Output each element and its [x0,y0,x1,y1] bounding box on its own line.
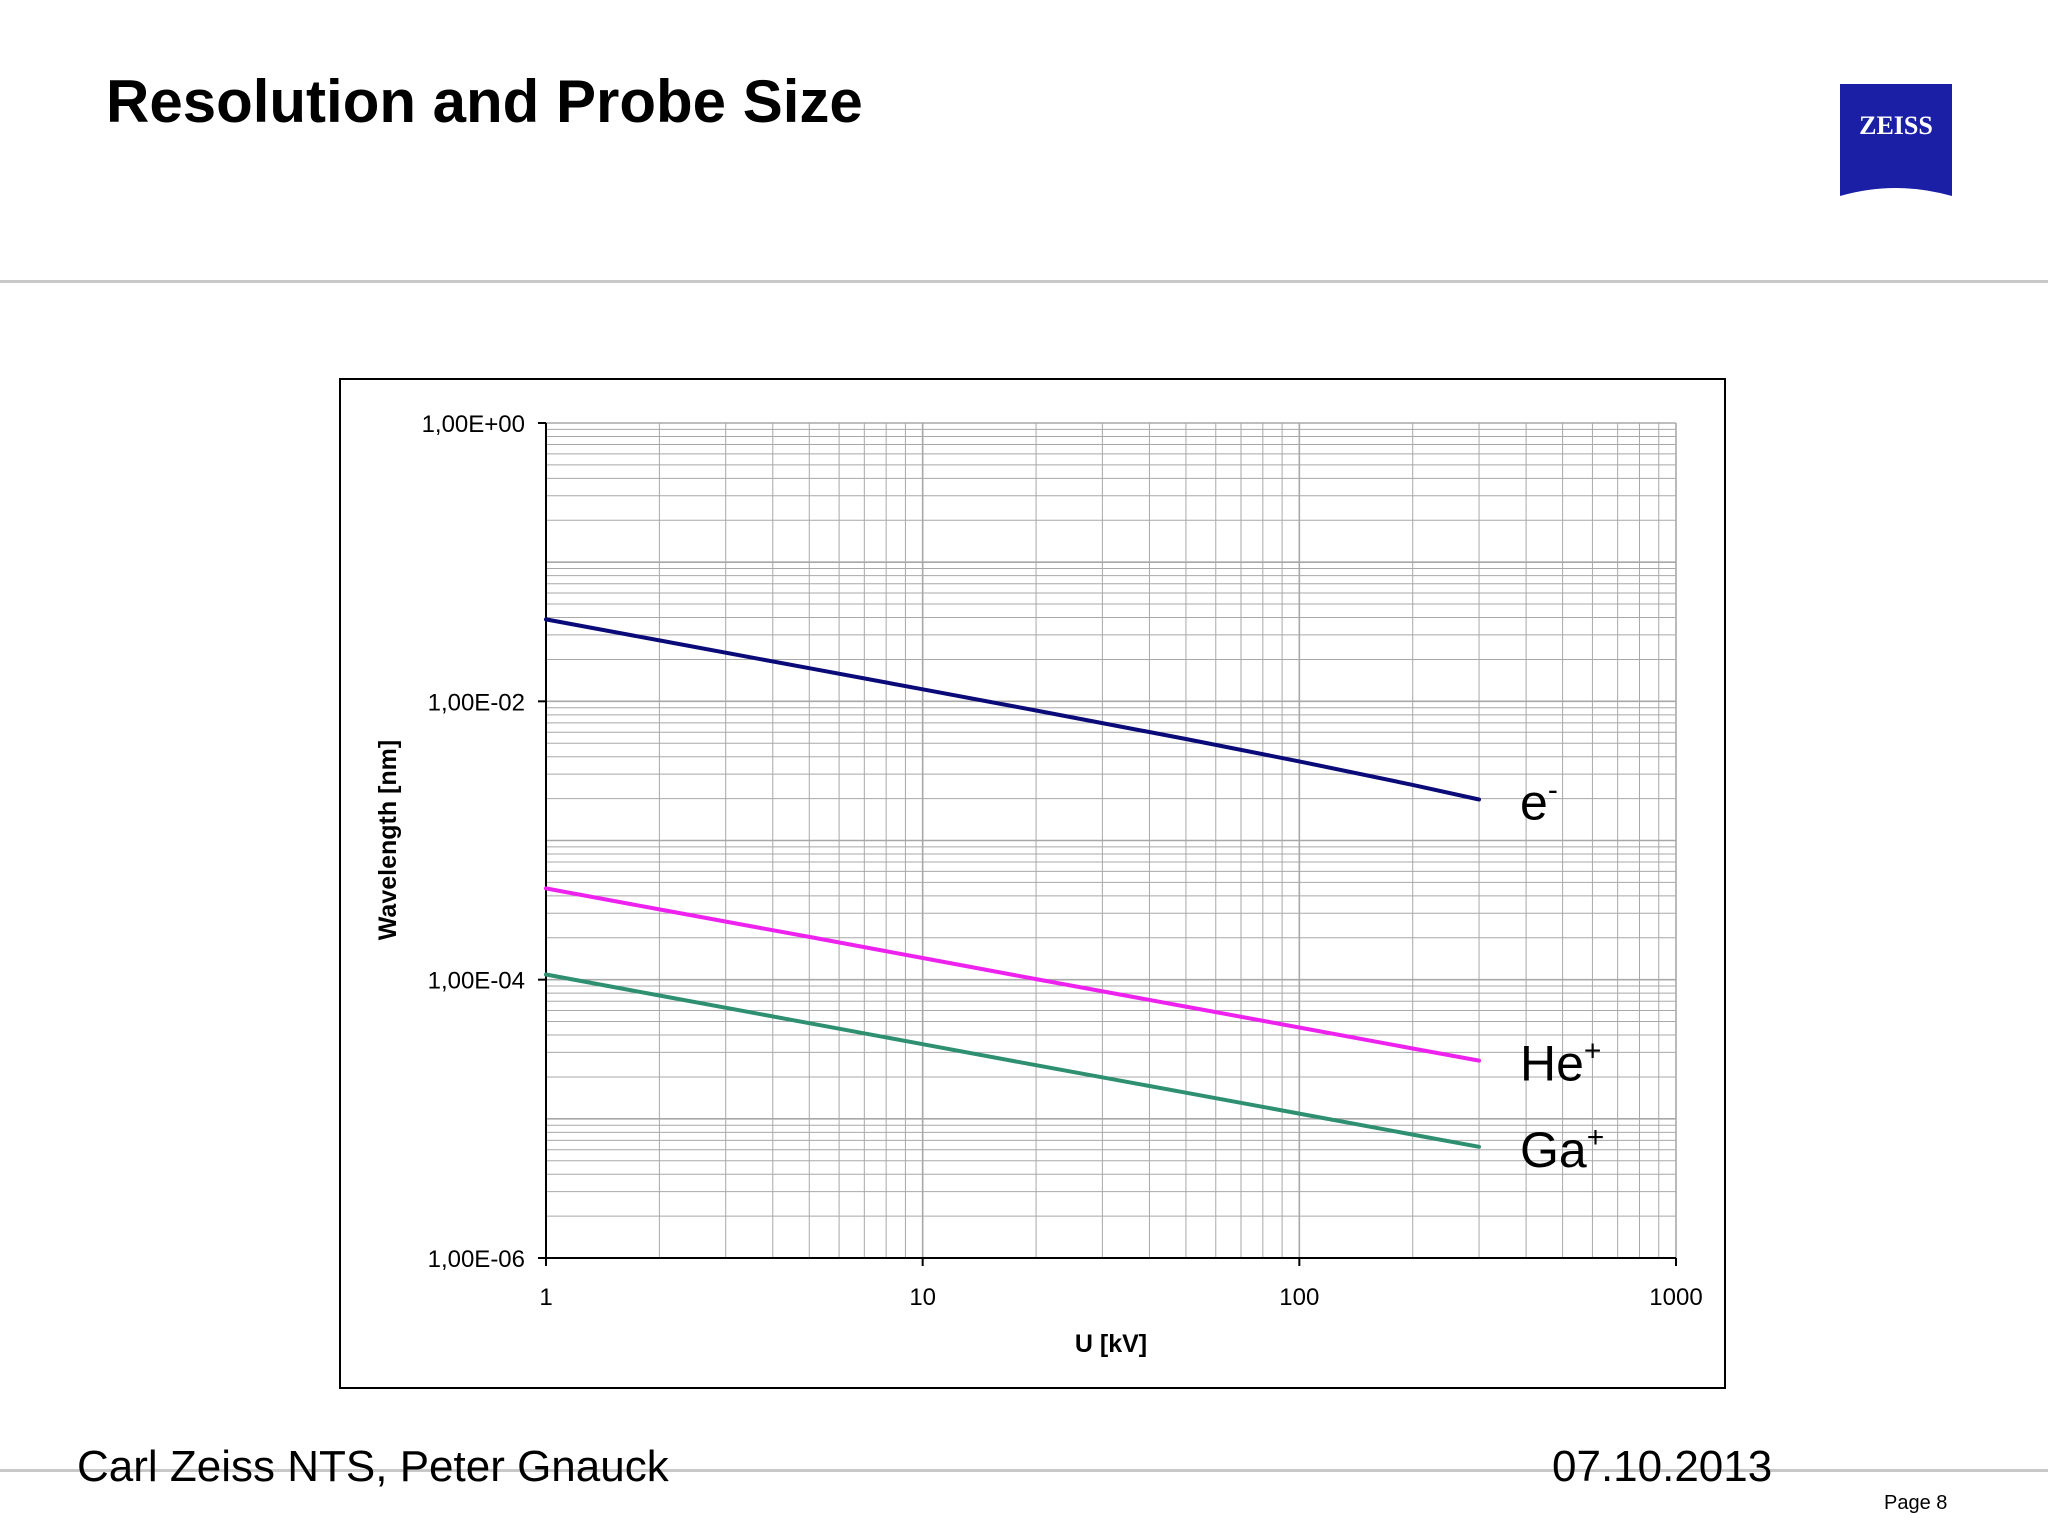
x-tick-label: 1 [539,1284,552,1311]
x-tick-label: 1000 [1649,1284,1702,1311]
series-label-superscript: - [1548,774,1558,807]
y-tick-label: 1,00E-02 [428,689,525,716]
data-series [544,617,1481,1149]
zeiss-logo: ZEISS [1840,84,1952,196]
slide-title: Resolution and Probe Size [106,68,863,135]
page-number: Page 8 [1884,1492,1948,1514]
series-line-ga [544,972,1481,1149]
y-tick-label: 1,00E-06 [428,1246,525,1273]
series-label: He+ [1520,1035,1601,1092]
zeiss-logo-shape [1840,84,1952,196]
y-tick-label: 1,00E+00 [422,411,525,438]
axes [545,423,1676,1259]
series-label: Ga+ [1520,1121,1604,1178]
series-label-superscript: + [1587,1121,1605,1154]
footer-date: 07.10.2013 [1552,1442,1773,1491]
tick-labels: 1 10 100 1000 1,00E-06 1,00E-04 1,00E-02 1,00E+… [422,411,1703,1311]
footer-divider [0,1469,2048,1472]
header-divider [0,280,2048,283]
x-tick-label: 100 [1279,1284,1319,1311]
series-label: e- [1520,774,1558,831]
y-tick-label: 1,00E-04 [428,968,525,995]
chart-frame [339,378,1726,1389]
series-line-e [544,617,1481,802]
y-axis-title: Wavelength [nm] [374,740,402,940]
series-line-he [544,886,1481,1063]
zeiss-logo-text: ZEISS [1859,111,1933,140]
x-tick-label: 10 [909,1284,936,1311]
grid-lines [545,422,1677,1259]
x-axis-title: U [kV] [1075,1330,1147,1358]
series-label-superscript: + [1584,1035,1602,1068]
footer-author: Carl Zeiss NTS, Peter Gnauck [77,1442,669,1491]
